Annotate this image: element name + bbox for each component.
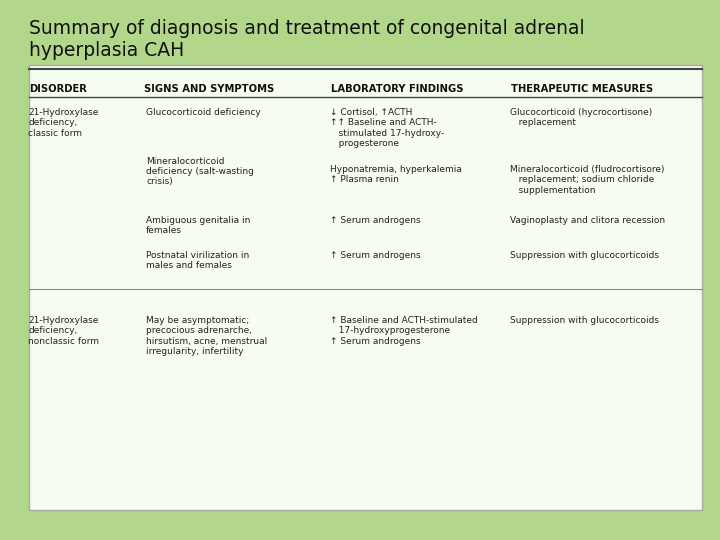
Text: LABORATORY FINDINGS: LABORATORY FINDINGS: [331, 84, 464, 94]
Text: 21-Hydroxylase
deficiency,
classic form: 21-Hydroxylase deficiency, classic form: [28, 108, 99, 138]
Text: Postnatal virilization in
males and females: Postnatal virilization in males and fema…: [146, 251, 249, 271]
Text: ↑ Serum androgens: ↑ Serum androgens: [330, 216, 421, 225]
Text: Ambiguous genitalia in
females: Ambiguous genitalia in females: [146, 216, 251, 235]
Text: DISORDER: DISORDER: [29, 84, 86, 94]
Text: May be asymptomatic;
precocious adrenarche,
hirsutism, acne, menstrual
irregular: May be asymptomatic; precocious adrenarc…: [146, 316, 267, 356]
Text: SIGNS AND SYMPTOMS: SIGNS AND SYMPTOMS: [144, 84, 274, 94]
Text: ↑ Baseline and ACTH-stimulated
   17-hydroxyprogesterone
↑ Serum androgens: ↑ Baseline and ACTH-stimulated 17-hydrox…: [330, 316, 478, 346]
Bar: [29, 65, 702, 510]
Text: Summary of diagnosis and treatment of congenital adrenal
hyperplasia CAH: Summary of diagnosis and treatment of co…: [29, 19, 585, 60]
Text: THERAPEUTIC MEASURES: THERAPEUTIC MEASURES: [511, 84, 653, 94]
Text: Suppression with glucocorticoids: Suppression with glucocorticoids: [510, 251, 660, 260]
Text: ↓ Cortisol, ↑ACTH
↑↑ Baseline and ACTH-
   stimulated 17-hydroxy-
   progesteron: ↓ Cortisol, ↑ACTH ↑↑ Baseline and ACTH- …: [330, 108, 445, 148]
Text: Vaginoplasty and clitora recession: Vaginoplasty and clitora recession: [510, 216, 665, 225]
Text: Hyponatremia, hyperkalemia
↑ Plasma renin: Hyponatremia, hyperkalemia ↑ Plasma reni…: [330, 165, 462, 184]
Text: Mineralocorticoid (fludrocortisore)
   replacement; sodium chloride
   supplemen: Mineralocorticoid (fludrocortisore) repl…: [510, 165, 665, 194]
Text: Suppression with glucocorticoids: Suppression with glucocorticoids: [510, 316, 660, 325]
Text: Glucocorticoid deficiency: Glucocorticoid deficiency: [146, 108, 261, 117]
Text: 21-Hydroxylase
deficiency,
nonclassic form: 21-Hydroxylase deficiency, nonclassic fo…: [28, 316, 99, 346]
Text: Glucocorticoid (hycrocortisone)
   replacement: Glucocorticoid (hycrocortisone) replacem…: [510, 108, 653, 127]
Text: Mineralocorticoid
deficiency (salt-wasting
crisis): Mineralocorticoid deficiency (salt-wasti…: [146, 157, 254, 186]
Text: ↑ Serum androgens: ↑ Serum androgens: [330, 251, 421, 260]
